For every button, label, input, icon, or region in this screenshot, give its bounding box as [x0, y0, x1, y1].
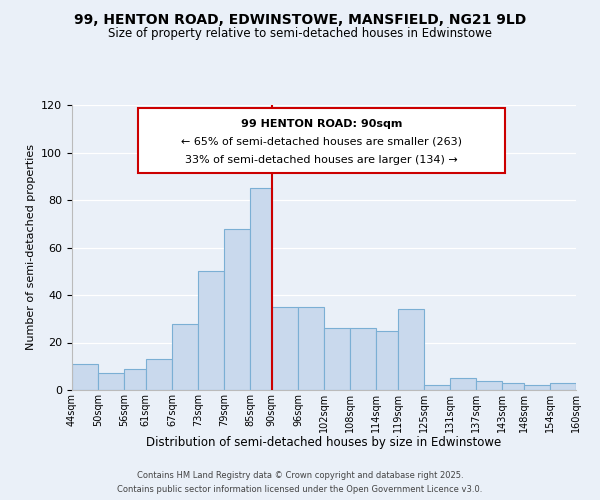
Text: Size of property relative to semi-detached houses in Edwinstowe: Size of property relative to semi-detach…	[108, 28, 492, 40]
Bar	[146, 359, 172, 390]
Bar	[250, 188, 272, 390]
Bar	[450, 378, 476, 390]
Bar	[172, 324, 198, 390]
Bar	[476, 380, 502, 390]
Bar	[398, 309, 424, 390]
Bar	[224, 228, 250, 390]
Text: Distribution of semi-detached houses by size in Edwinstowe: Distribution of semi-detached houses by …	[146, 436, 502, 449]
Bar	[350, 328, 376, 390]
Bar	[550, 383, 576, 390]
Bar	[376, 330, 398, 390]
Bar	[502, 383, 524, 390]
Text: 33% of semi-detached houses are larger (134) →: 33% of semi-detached houses are larger (…	[185, 155, 458, 165]
FancyBboxPatch shape	[137, 108, 505, 174]
Bar	[272, 307, 298, 390]
Text: ← 65% of semi-detached houses are smaller (263): ← 65% of semi-detached houses are smalle…	[181, 136, 462, 146]
Bar	[424, 385, 450, 390]
Bar	[124, 368, 146, 390]
Y-axis label: Number of semi-detached properties: Number of semi-detached properties	[26, 144, 35, 350]
Text: 99 HENTON ROAD: 90sqm: 99 HENTON ROAD: 90sqm	[241, 120, 402, 130]
Bar	[98, 374, 124, 390]
Bar	[324, 328, 350, 390]
Bar	[576, 383, 600, 390]
Text: 99, HENTON ROAD, EDWINSTOWE, MANSFIELD, NG21 9LD: 99, HENTON ROAD, EDWINSTOWE, MANSFIELD, …	[74, 12, 526, 26]
Text: Contains HM Land Registry data © Crown copyright and database right 2025.: Contains HM Land Registry data © Crown c…	[137, 472, 463, 480]
Bar	[298, 307, 324, 390]
Text: Contains public sector information licensed under the Open Government Licence v3: Contains public sector information licen…	[118, 484, 482, 494]
Bar	[72, 364, 98, 390]
Bar	[198, 271, 224, 390]
Bar	[524, 385, 550, 390]
